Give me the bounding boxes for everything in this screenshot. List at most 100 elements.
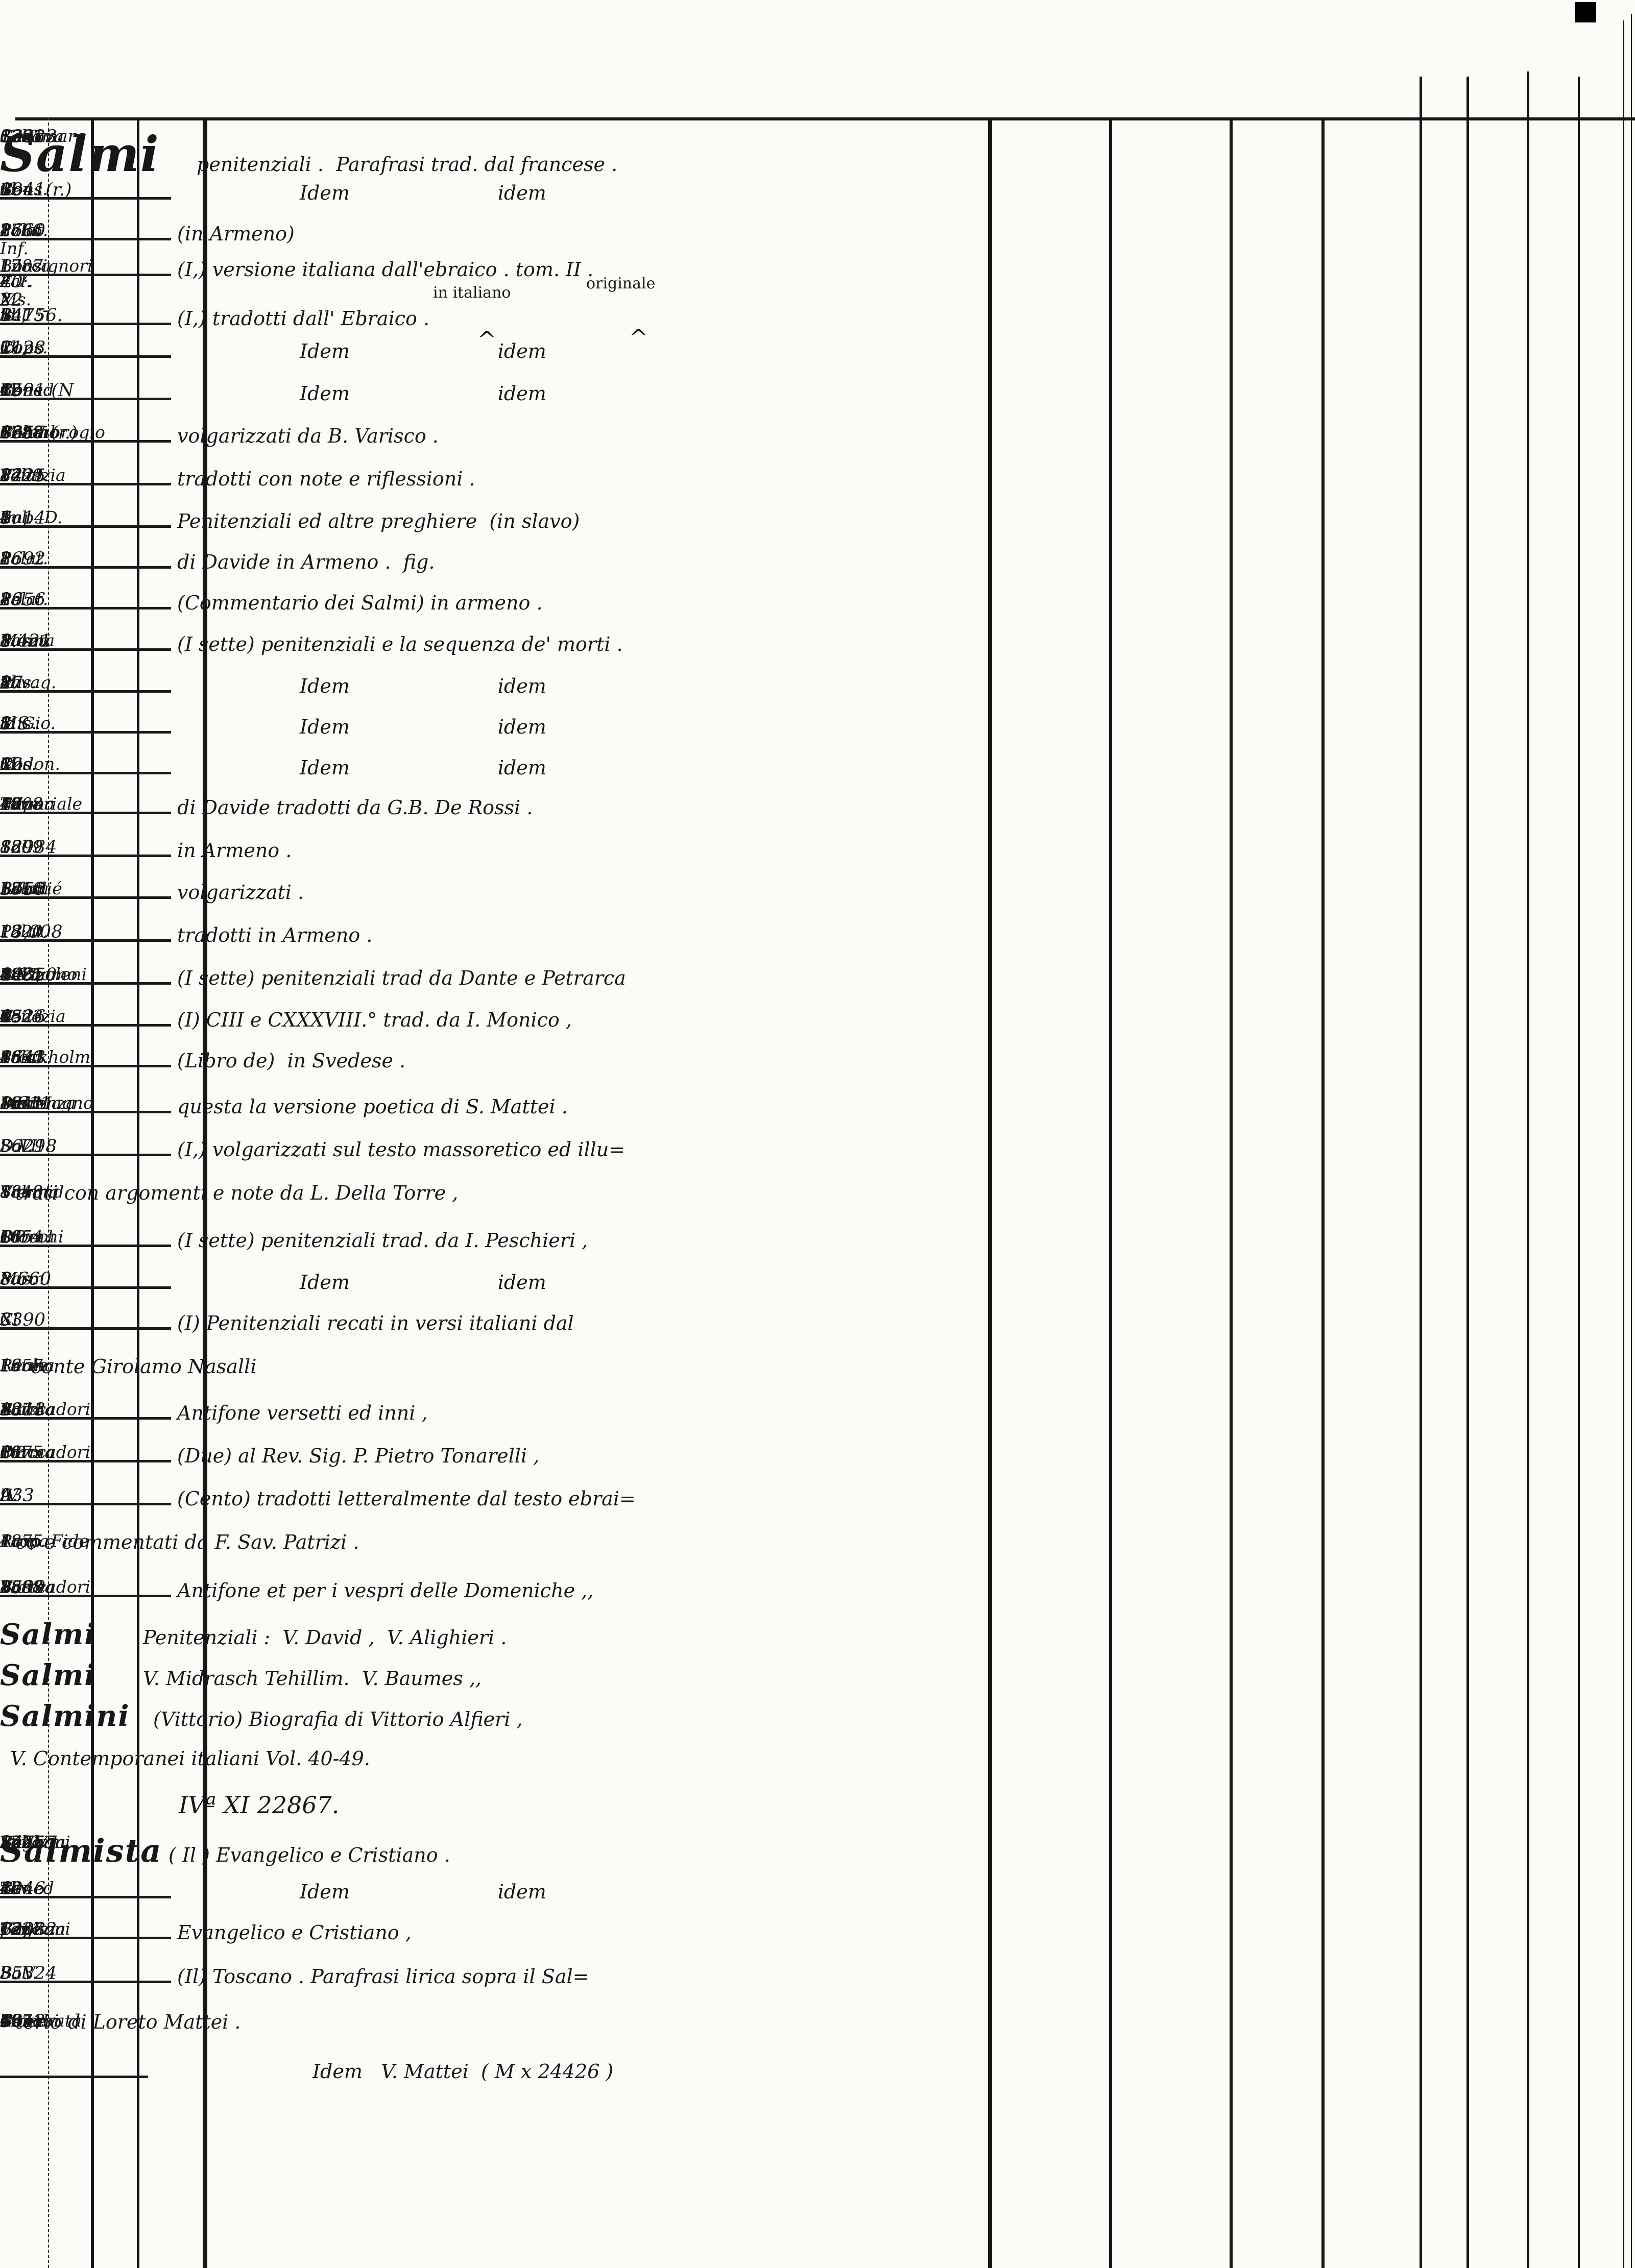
count-a: 1 <box>0 1007 12 1027</box>
entry-title: (I sette) penitenziali e la sequenza de'… <box>177 633 623 655</box>
ref-segnatura: Z 7. <box>0 271 33 291</box>
entry-title: (Libro de) in Svedese . <box>177 1050 406 1072</box>
publisher: Monti <box>0 630 51 650</box>
ditto-dash <box>0 754 171 774</box>
ditto-dash <box>0 305 171 325</box>
title-cell: (I) CIII e CXXXVIII.° trad. da I. Monico… <box>0 1007 572 1032</box>
entry-title: (I,) volgarizzati sul testo massoretico … <box>177 1138 626 1161</box>
publisher: Casamara <box>0 126 86 146</box>
place: Macerata <box>0 2011 82 2031</box>
ref-numero: 5750 <box>0 879 46 899</box>
ref-segnatura: B. 15. <box>0 305 50 325</box>
year: 1816 <box>0 879 43 898</box>
count-a: 12 <box>0 466 23 486</box>
place: Bergamo <box>0 964 78 984</box>
publisher: Fiaccadori <box>0 1399 91 1419</box>
column-rule <box>91 119 94 2268</box>
publisher: Bonsignori <box>0 256 93 276</box>
ref-fondo: Sal. <box>0 1832 33 1852</box>
title-cell: questa la versione poetica di S. Mattei … <box>0 1093 568 1118</box>
title-cell: Antifone versetti ed inni , <box>0 1400 428 1425</box>
entry-title: terio di Loreto Mattei . <box>15 2011 241 2033</box>
ditto-dash <box>0 794 171 814</box>
title-cell: Antifone et per i vespri delle Domeniche… <box>0 1577 593 1602</box>
column-rule <box>1321 119 1325 2268</box>
entry-title: Idem idem <box>300 382 546 405</box>
count-a: 1 <box>0 879 12 899</box>
corner-mark <box>1575 2 1596 22</box>
ditto-dash <box>0 879 171 899</box>
entry-title: co e commentati da F. Sav. Patrizi . <box>15 1531 359 1553</box>
ref-fondo: Mis. <box>0 713 37 733</box>
entry-headword: Salmi <box>0 126 160 183</box>
year: 1823 <box>0 1006 43 1026</box>
entry-title: Antifone et per i vespri delle Domeniche… <box>177 1579 594 1602</box>
ref-numero: 12984 <box>0 837 57 858</box>
place: Venezia <box>0 1919 66 1939</box>
format: 8· <box>0 422 16 442</box>
ditto-dash <box>0 423 171 443</box>
count-a: 1 <box>0 2011 12 2032</box>
ref-numero: 933 <box>0 1485 34 1506</box>
year: 1820 <box>0 921 43 941</box>
entry-title: V. Midrasch Tehillim. V. Baumes ,, <box>143 1667 482 1690</box>
entry-title: conte Girolamo Nasalli <box>31 1355 257 1378</box>
title-cell: (Due) al Rev. Sig. P. Pietro Tonarelli , <box>0 1443 539 1468</box>
year: ... <box>0 713 16 733</box>
title-cell: co e commentati da F. Sav. Patrizi . <box>0 1531 359 1554</box>
ditto-dash <box>0 508 171 528</box>
ref-fondo: Mis. <box>0 630 37 650</box>
ref-fondo: Cons. <box>0 422 48 442</box>
count-a: 1 <box>0 1879 12 1899</box>
title-cell: Idem idem <box>0 714 546 739</box>
ref-segnatura: V. <box>0 1577 15 1597</box>
year: 1830 <box>0 1047 43 1067</box>
entry-title: trati con argomenti e note da L. Della T… <box>15 1182 459 1204</box>
ref-numero: 4643 <box>0 1047 46 1068</box>
title-cell: Idem idem <box>0 754 546 779</box>
entry-title: Idem V. Mattei ( M x 24426 ) <box>312 2060 614 2083</box>
ref-fondo: Cons. <box>0 380 48 400</box>
ditto-dash <box>0 256 171 276</box>
entry-headword: Salmini <box>0 1699 130 1733</box>
ref-segnatura: S. Gio. <box>0 713 56 733</box>
title-cell: (I sette) penitenziali trad da Dante e P… <box>0 965 626 990</box>
publisher: Prop. Fide <box>0 1531 89 1551</box>
format: 8· <box>0 713 16 733</box>
ditto-dash <box>0 380 171 400</box>
entry-title: (in Armeno) <box>177 223 295 245</box>
entry-title: Penitenziali ed altre preghiere (in slav… <box>177 510 580 532</box>
entry-title: volgarizzati . <box>177 881 304 904</box>
ref-segnatura: Benci <box>0 422 49 442</box>
format: 8· <box>0 1399 16 1419</box>
ditto-dash <box>0 1007 171 1027</box>
year: 1854 <box>0 1227 43 1247</box>
place: – <box>0 589 9 609</box>
column-rule <box>203 119 207 2268</box>
column-rule <box>137 119 139 2268</box>
entry-title: (I sette) penitenziali trad da Dante e P… <box>177 967 626 989</box>
year: 1888 <box>0 1577 43 1597</box>
year: 1809 <box>0 837 43 857</box>
title-cell: terio di Loreto Mattei . <box>0 2011 241 2034</box>
ref-numero: 3425 <box>0 466 46 486</box>
entry-title: (Commentario dei Salmi) in armeno . <box>177 592 543 614</box>
ref-numero: 2692 <box>0 549 46 569</box>
ref-fondo: Cons. <box>0 337 48 357</box>
ref-segnatura: Imp. D. <box>0 507 63 527</box>
place: Parma <box>0 1442 55 1462</box>
place: Piacenza <box>0 1093 76 1113</box>
entry-title: di Davide in Armeno . fig. <box>177 551 435 573</box>
ref-numero: 13,008 <box>0 922 63 942</box>
ref-numero: 4946 <box>0 1879 46 1899</box>
ditto-dash <box>0 1485 171 1505</box>
format: 12· <box>0 794 27 814</box>
ref-numero: 1841(r.) <box>0 180 72 200</box>
count-b: 1 <box>0 754 12 775</box>
ref-numero: 4526 <box>0 1007 46 1027</box>
title-cell: Salmista ( Il ) Evangelico e Cristiano . <box>0 1833 450 1869</box>
ref-segnatura: R.VI <box>0 964 37 984</box>
ref-fondo: Mis. <box>0 672 37 692</box>
format: 16· <box>0 1227 27 1247</box>
year: 1857 <box>0 1355 43 1375</box>
